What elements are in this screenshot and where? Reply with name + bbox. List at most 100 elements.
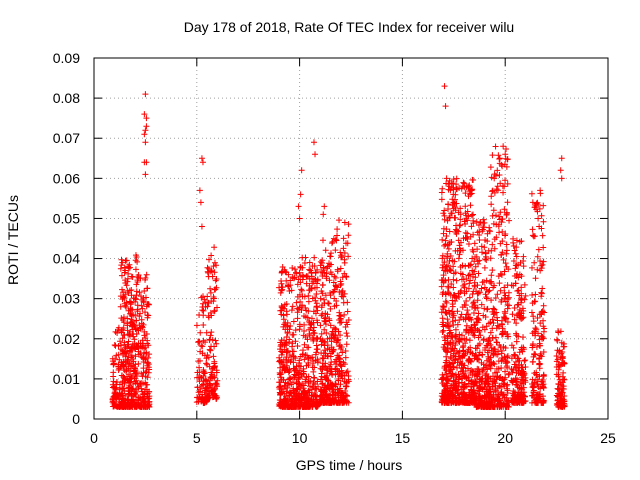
data-point xyxy=(286,376,293,383)
data-point xyxy=(120,325,127,332)
data-point xyxy=(109,399,116,406)
data-point xyxy=(131,323,138,330)
data-point xyxy=(200,321,207,328)
data-point xyxy=(305,359,312,366)
data-point xyxy=(297,273,304,280)
data-point xyxy=(137,380,144,387)
data-point xyxy=(279,403,286,410)
data-point xyxy=(128,345,135,352)
data-point xyxy=(110,369,117,376)
data-point xyxy=(310,324,317,331)
data-point xyxy=(328,331,335,338)
data-point xyxy=(111,393,118,400)
data-point xyxy=(329,328,336,335)
data-point xyxy=(305,355,312,362)
data-point xyxy=(290,365,297,372)
data-point xyxy=(317,295,324,302)
data-point xyxy=(281,301,288,308)
data-point xyxy=(120,403,127,410)
data-point xyxy=(198,294,205,301)
data-point xyxy=(142,294,149,301)
data-point xyxy=(317,365,324,372)
data-point xyxy=(139,305,146,312)
data-point xyxy=(309,364,316,371)
data-point xyxy=(209,394,216,401)
data-point xyxy=(120,317,127,323)
data-point xyxy=(126,310,133,317)
chart-title: Day 178 of 2018, Rate Of TEC Index for r… xyxy=(184,19,514,35)
data-point xyxy=(200,368,207,375)
data-point xyxy=(314,317,321,324)
data-point xyxy=(213,395,220,402)
data-point xyxy=(296,397,303,404)
data-point xyxy=(144,360,151,367)
data-point xyxy=(281,383,288,390)
data-point xyxy=(283,333,290,340)
data-point xyxy=(204,293,211,300)
data-point xyxy=(134,306,141,313)
data-point xyxy=(300,394,307,401)
data-point xyxy=(123,303,130,310)
data-point xyxy=(131,340,138,347)
data-point xyxy=(287,375,294,382)
data-point xyxy=(276,389,283,396)
data-point xyxy=(131,365,138,372)
x-tick-label: 10 xyxy=(292,430,308,446)
y-tick-label: 0.05 xyxy=(53,210,80,226)
data-point xyxy=(283,353,290,360)
data-point xyxy=(297,363,304,370)
data-point xyxy=(112,392,119,399)
data-point xyxy=(321,326,328,333)
data-point xyxy=(205,354,212,361)
data-point xyxy=(297,263,304,270)
data-point xyxy=(290,353,297,360)
data-point xyxy=(142,400,149,407)
data-point xyxy=(195,358,202,365)
data-point xyxy=(301,293,308,300)
data-point xyxy=(344,308,351,315)
data-point xyxy=(129,306,136,313)
data-point xyxy=(213,381,220,388)
data-point xyxy=(306,266,313,273)
x-tick-label: 25 xyxy=(600,430,616,446)
data-point xyxy=(327,368,334,375)
data-point xyxy=(284,380,291,387)
data-point xyxy=(314,266,321,273)
data-point xyxy=(144,314,151,321)
y-tick-label: 0.06 xyxy=(53,170,80,186)
data-point xyxy=(135,360,142,367)
data-point xyxy=(311,330,318,337)
data-point xyxy=(296,367,303,374)
data-point xyxy=(330,382,337,389)
data-point xyxy=(326,253,333,260)
data-point xyxy=(322,310,329,317)
data-point xyxy=(331,324,338,331)
data-point xyxy=(128,354,135,361)
data-point xyxy=(334,226,341,233)
data-point xyxy=(289,303,296,310)
data-point xyxy=(319,380,326,387)
data-point xyxy=(297,382,304,389)
data-point xyxy=(286,389,293,396)
data-point xyxy=(281,366,288,373)
data-point xyxy=(339,287,346,294)
y-axis-label: ROTI / TECUs xyxy=(5,195,21,285)
data-point xyxy=(332,274,339,281)
data-point xyxy=(124,322,131,329)
data-point xyxy=(118,256,125,263)
data-point xyxy=(121,332,128,339)
data-point xyxy=(135,345,142,352)
x-axis-label: GPS time / hours xyxy=(296,457,403,473)
data-point xyxy=(309,354,316,361)
data-point xyxy=(211,307,218,314)
data-point xyxy=(211,259,218,266)
data-point xyxy=(294,315,301,322)
data-point xyxy=(109,355,116,362)
data-point xyxy=(286,338,293,345)
data-point xyxy=(123,257,130,264)
data-point xyxy=(212,286,219,293)
y-tick-label: 0.02 xyxy=(53,331,80,347)
data-point xyxy=(321,338,328,345)
data-point xyxy=(145,342,152,349)
